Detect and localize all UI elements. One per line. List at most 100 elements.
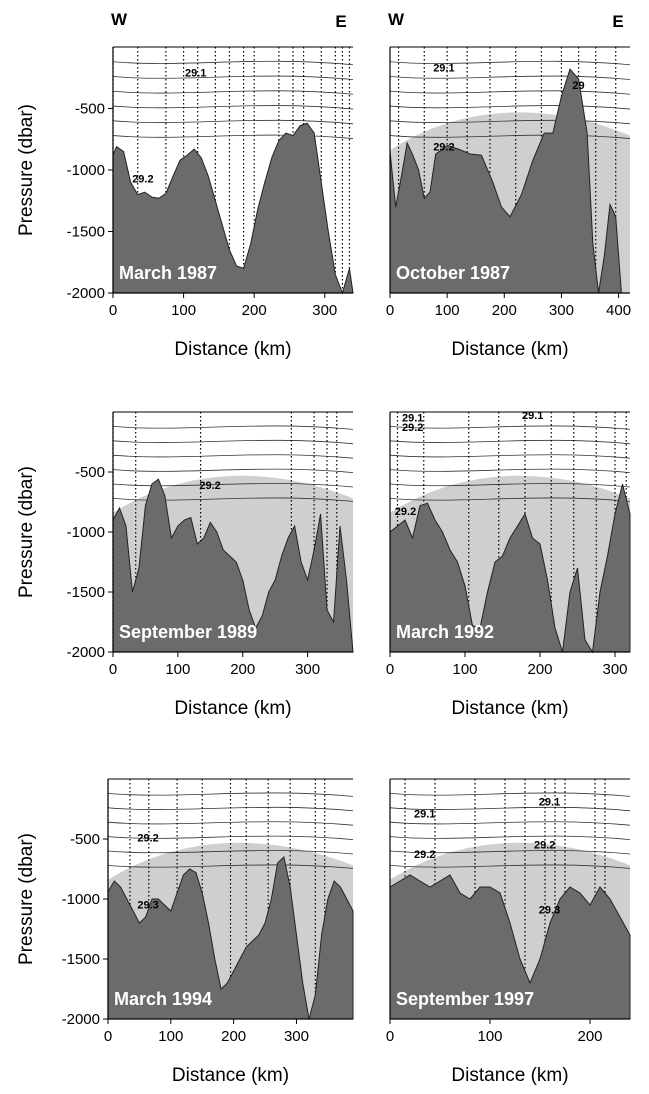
y-tick-label: -1500	[62, 951, 100, 968]
contour-line	[389, 439, 631, 445]
x-tick-label: 200	[230, 661, 255, 678]
contour-label: 29	[572, 80, 584, 92]
contour-line	[112, 60, 354, 66]
y-tick-label: -1000	[62, 891, 100, 908]
contour-line	[389, 105, 631, 110]
contour-line	[389, 454, 631, 459]
contour-label: 29.2	[199, 480, 220, 492]
panel-5	[103, 778, 354, 1024]
contour-line	[389, 497, 631, 502]
panel-title: September 1989	[119, 622, 257, 642]
y-tick-label: -2000	[67, 644, 105, 661]
contour-line	[107, 806, 354, 812]
contour-label: 29.2	[137, 832, 158, 844]
contour-line	[389, 835, 631, 840]
panel-title: March 1992	[396, 622, 494, 642]
x-tick-label: 100	[165, 661, 190, 678]
contour-line	[112, 468, 354, 473]
y-tick-label: -500	[75, 101, 105, 118]
x-tick-label: 100	[477, 1028, 502, 1045]
y-axis-label: Pressure (dbar)	[16, 104, 37, 236]
panel-4	[389, 411, 631, 657]
contour-line	[389, 134, 631, 139]
contour-line	[389, 90, 631, 95]
contour-label: 29.3	[137, 900, 158, 912]
x-tick-label: 0	[386, 1028, 394, 1045]
x-tick-label: 200	[577, 1028, 602, 1045]
bathymetry	[112, 478, 354, 653]
x-tick-label: 0	[386, 661, 394, 678]
bathymetry	[107, 856, 354, 1020]
contour-line	[107, 850, 354, 855]
x-tick-label: 0	[104, 1028, 112, 1045]
contour-line	[112, 497, 354, 502]
x-axis-label: Distance (km)	[451, 698, 568, 719]
bathymetry	[389, 874, 631, 1020]
west-label: W	[388, 10, 405, 29]
contour-label: 29.2	[402, 422, 423, 434]
contour-line	[112, 105, 354, 110]
panel-title: March 1987	[119, 263, 217, 283]
x-tick-label: 200	[242, 302, 267, 319]
contour-line	[107, 792, 354, 797]
x-axis-label: Distance (km)	[174, 698, 291, 719]
contour-line	[107, 835, 354, 840]
contour-label: 29.2	[433, 141, 454, 153]
y-tick-label: -1500	[67, 584, 105, 601]
contour-line	[112, 119, 354, 125]
x-tick-label: 0	[386, 302, 394, 319]
contour-label: 29.1	[433, 63, 454, 75]
x-tick-label: 200	[221, 1028, 246, 1045]
contour-line	[107, 864, 354, 869]
x-tick-label: 0	[109, 302, 117, 319]
x-tick-label: 300	[312, 302, 337, 319]
panel-6	[389, 778, 631, 1024]
contour-line	[389, 75, 631, 80]
contour-line	[112, 483, 354, 488]
y-tick-label: -2000	[62, 1011, 100, 1028]
y-tick-label: -1000	[67, 524, 105, 541]
x-axis-label: Distance (km)	[451, 339, 568, 360]
contour-line	[112, 75, 354, 80]
y-axis-label: Pressure (dbar)	[16, 833, 37, 965]
contour-label: 29.2	[534, 840, 555, 852]
y-tick-label: -1000	[67, 162, 105, 179]
panel-2	[389, 46, 631, 298]
panel-title: September 1997	[396, 989, 534, 1009]
west-label: W	[111, 10, 128, 29]
contour-line	[112, 134, 354, 139]
x-tick-label: 100	[435, 302, 460, 319]
panel-1	[108, 46, 354, 298]
contour-line	[389, 425, 631, 430]
x-axis-label: Distance (km)	[451, 1065, 568, 1086]
contour-label: 29.1	[185, 68, 206, 80]
x-tick-label: 400	[606, 302, 631, 319]
x-tick-label: 100	[158, 1028, 183, 1045]
contour-label: 29.2	[395, 506, 416, 518]
x-tick-label: 300	[295, 661, 320, 678]
y-tick-label: -2000	[67, 285, 105, 302]
x-tick-label: 300	[549, 302, 574, 319]
x-tick-label: 300	[602, 661, 627, 678]
contour-line	[112, 439, 354, 445]
contour-line	[389, 60, 631, 66]
y-tick-label: -500	[70, 831, 100, 848]
contour-line	[107, 821, 354, 826]
x-axis-label: Distance (km)	[174, 339, 291, 360]
contour-line	[389, 864, 631, 869]
east-label: E	[335, 12, 346, 31]
bathymetry	[389, 68, 630, 294]
contour-label: 29.1	[414, 808, 435, 820]
contour-line	[389, 119, 631, 125]
contour-line	[389, 821, 631, 826]
contour-line	[112, 454, 354, 459]
contour-label: 29.1	[522, 410, 543, 422]
contour-line	[389, 792, 631, 797]
x-tick-label: 100	[171, 302, 196, 319]
x-axis-label: Distance (km)	[172, 1065, 289, 1086]
y-tick-label: -500	[75, 464, 105, 481]
east-label: E	[612, 12, 623, 31]
panel-title: March 1994	[114, 989, 212, 1009]
contour-line	[112, 90, 354, 95]
